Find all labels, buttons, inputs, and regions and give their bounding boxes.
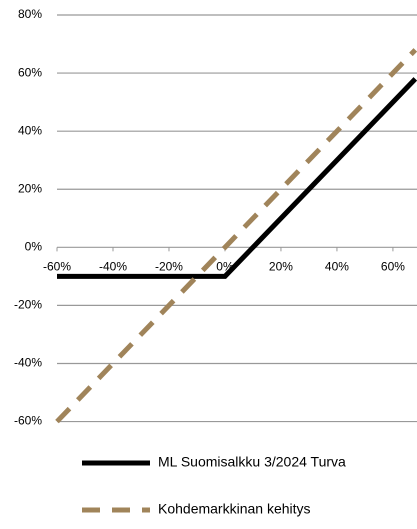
y-tick-label: -60% xyxy=(14,414,42,428)
y-tick-label: -20% xyxy=(14,298,42,312)
y-tick-label: 20% xyxy=(18,181,42,195)
series-line xyxy=(57,77,417,279)
legend-label: ML Suomisalkku 3/2024 Turva xyxy=(158,454,346,470)
x-tick-label: -20% xyxy=(155,260,183,274)
y-tick-label: 0% xyxy=(25,240,43,254)
x-tick-label: 40% xyxy=(325,260,349,274)
x-tick-label: -40% xyxy=(99,260,127,274)
y-tick-label: 80% xyxy=(18,7,42,21)
y-tick-label: -40% xyxy=(14,356,42,370)
y-tick-label: 60% xyxy=(18,65,42,79)
series-line xyxy=(55,48,417,424)
legend-label: Kohdemarkkinan kehitys xyxy=(158,501,311,517)
x-tick-label: 60% xyxy=(381,260,405,274)
x-tick-label: -60% xyxy=(43,260,71,274)
y-tick-label: 40% xyxy=(18,123,42,137)
x-tick-label: 20% xyxy=(269,260,293,274)
